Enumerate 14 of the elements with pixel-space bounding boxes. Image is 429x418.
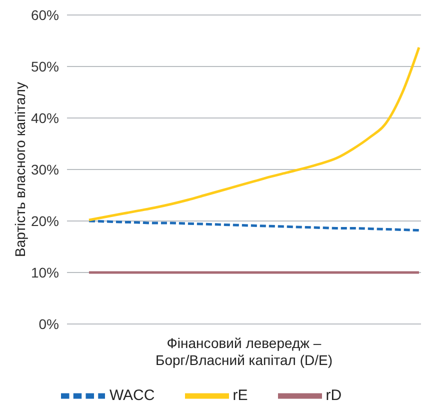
y-tick-label: 0% <box>38 316 59 332</box>
y-tick-label: 50% <box>30 58 59 74</box>
y-axis-title: Вартість власного капіталу <box>12 82 28 257</box>
x-axis-title: Фінансовий левередж – Борг/Власний капітал (D/E) <box>156 334 332 368</box>
y-tick-label: 20% <box>30 212 59 229</box>
line-series <box>88 220 420 232</box>
legend-label: WACC <box>109 386 155 404</box>
legend-label: rE <box>232 386 248 404</box>
line-series <box>88 46 420 222</box>
legend-label: rD <box>326 386 342 404</box>
y-tick-label: 40% <box>30 110 59 126</box>
y-tick-label: 10% <box>30 264 59 280</box>
y-tick-label: 60% <box>30 6 59 23</box>
y-tick-label: 30% <box>30 161 59 178</box>
